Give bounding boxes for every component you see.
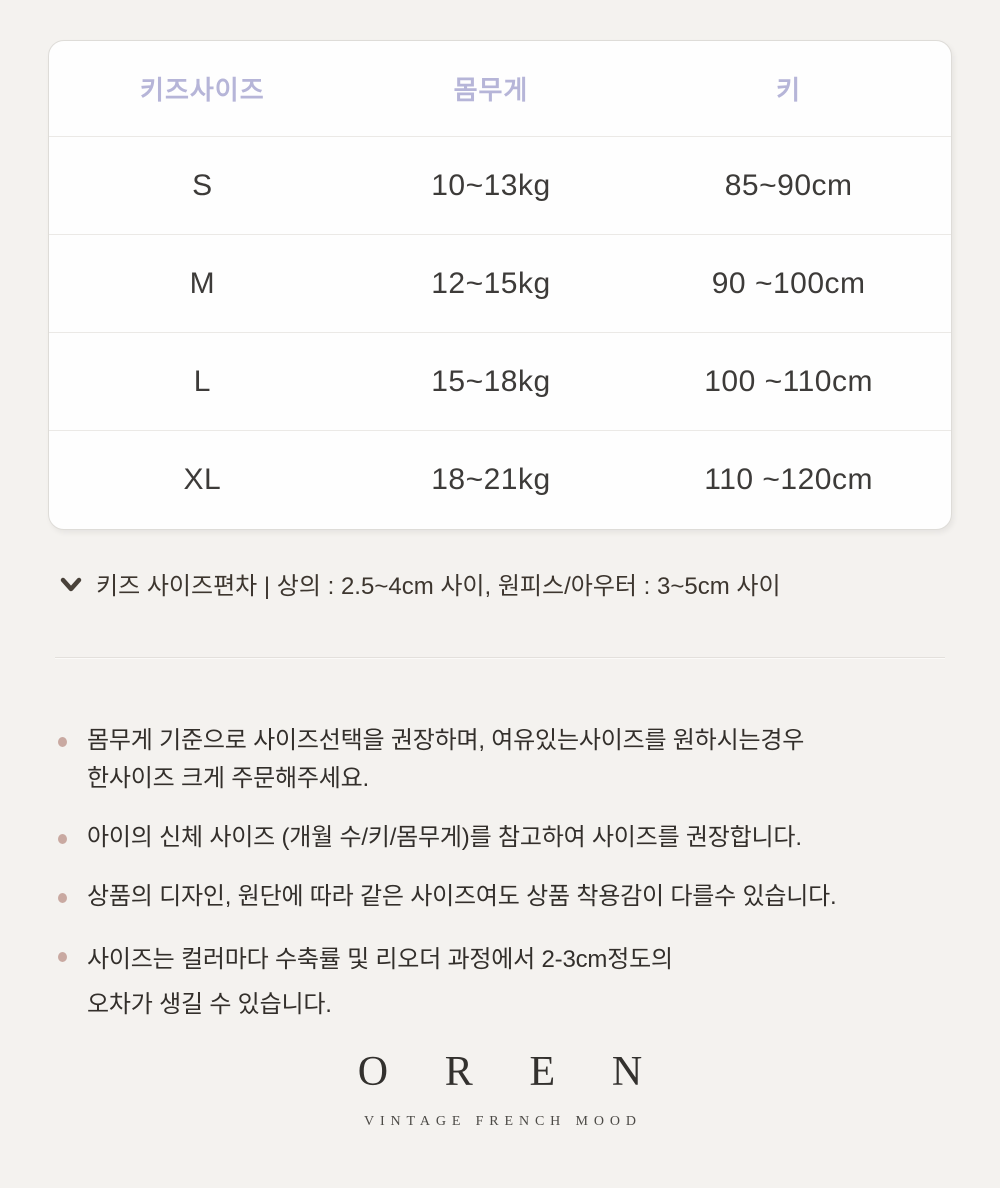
brand-footer: O R E N VINTAGE FRENCH MOOD bbox=[0, 1048, 1000, 1130]
column-header-height: 키 bbox=[776, 75, 802, 105]
list-item: 몸무게 기준으로 사이즈선택을 권장하며, 여유있는사이즈를 원하시는경우 한사… bbox=[58, 722, 948, 798]
bullet-dot-icon bbox=[58, 737, 67, 747]
column-header-weight: 몸무게 bbox=[453, 75, 529, 105]
size-cell: M bbox=[189, 266, 216, 300]
size-cell: S bbox=[192, 168, 213, 202]
weight-cell: 18~21kg bbox=[431, 462, 551, 496]
bullet-dot-icon bbox=[58, 951, 67, 962]
note-text: 상품의 디자인, 원단에 따라 같은 사이즈여도 상품 착용감이 다를수 있습니… bbox=[87, 882, 837, 910]
table-row-m: M 12~15kg 90 ~100cm bbox=[49, 234, 951, 332]
list-item: 사이즈는 컬러마다 수축률 및 리오더 과정에서 2-3cm정도의 오차가 생길… bbox=[58, 937, 948, 1028]
size-cell: XL bbox=[183, 462, 222, 496]
list-item: 아이의 신체 사이즈 (개월 수/키/몸무게)를 참고하여 사이즈를 권장합니다… bbox=[58, 819, 948, 857]
height-cell: 90 ~100cm bbox=[711, 266, 866, 300]
height-cell: 85~90cm bbox=[724, 168, 853, 202]
bullet-dot-icon bbox=[58, 833, 67, 844]
table-row-l: L 15~18kg 100 ~110cm bbox=[49, 332, 951, 430]
size-deviation-note: 키즈 사이즈편차 | 상의 : 2.5~4cm 사이, 원피스/아우터 : 3~… bbox=[60, 566, 781, 601]
sizing-notes-list: 몸무게 기준으로 사이즈선택을 권장하며, 여유있는사이즈를 원하시는경우 한사… bbox=[58, 722, 948, 1049]
chevron-down-icon bbox=[60, 577, 82, 593]
note-text: 몸무게 기준으로 사이즈선택을 권장하며, 여유있는사이즈를 원하시는경우 한사… bbox=[87, 727, 805, 792]
table-row-s: S 10~13kg 85~90cm bbox=[49, 136, 951, 234]
size-cell: L bbox=[193, 364, 211, 398]
note-text: 사이즈는 컬러마다 수축률 및 리오더 과정에서 2-3cm정도의 오차가 생길… bbox=[87, 945, 673, 1019]
height-cell: 110 ~120cm bbox=[704, 462, 873, 496]
height-cell: 100 ~110cm bbox=[704, 364, 873, 398]
section-divider bbox=[55, 657, 945, 659]
weight-cell: 15~18kg bbox=[431, 364, 551, 398]
brand-logo: O R E N bbox=[357, 1049, 666, 1095]
weight-cell: 12~15kg bbox=[431, 266, 551, 300]
bullet-dot-icon bbox=[58, 892, 67, 903]
note-text: 아이의 신체 사이즈 (개월 수/키/몸무게)를 참고하여 사이즈를 권장합니다… bbox=[87, 823, 802, 851]
table-row-xl: XL 18~21kg 110 ~120cm bbox=[49, 430, 951, 528]
list-item: 상품의 디자인, 원단에 따라 같은 사이즈여도 상품 착용감이 다를수 있습니… bbox=[58, 878, 948, 916]
column-header-kids-size: 키즈사이즈 bbox=[140, 75, 265, 105]
size-deviation-text: 키즈 사이즈편차 | 상의 : 2.5~4cm 사이, 원피스/아우터 : 3~… bbox=[96, 573, 781, 600]
size-chart-card: 키즈사이즈 몸무게 키 S 10~13kg 85~90cm M 12~15kg … bbox=[48, 40, 952, 530]
brand-tagline: VINTAGE FRENCH MOOD bbox=[364, 1114, 642, 1129]
size-chart-header-row: 키즈사이즈 몸무게 키 bbox=[49, 41, 951, 136]
weight-cell: 10~13kg bbox=[431, 168, 551, 202]
